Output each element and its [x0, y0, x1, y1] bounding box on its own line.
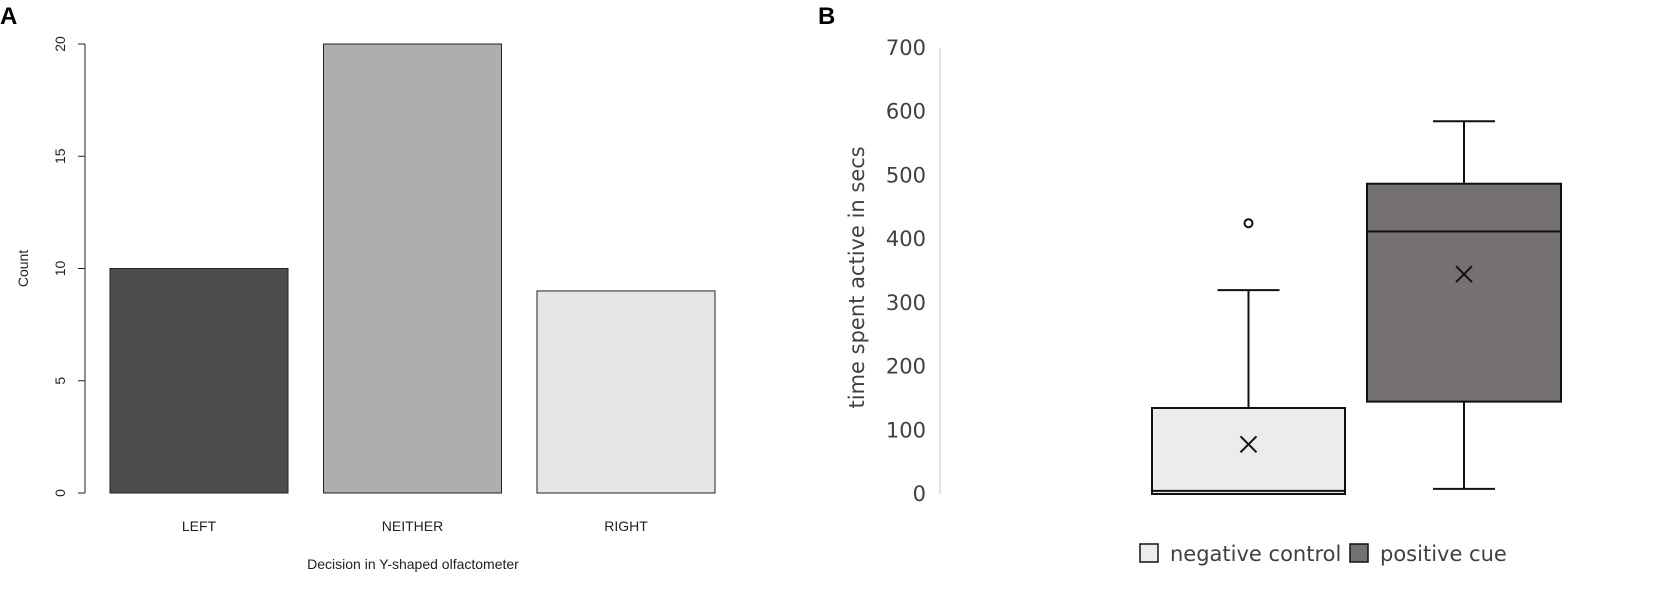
y-tick-label: 700: [886, 36, 926, 60]
y-tick-label: 20: [52, 36, 68, 52]
mean-marker-negative-control: [1239, 435, 1258, 454]
x-tick-label: RIGHT: [604, 518, 648, 534]
panel-a-letter: A: [0, 3, 18, 30]
y-tick-label: 400: [886, 227, 926, 251]
y-tick-label: 10: [52, 261, 68, 277]
y-tick-label: 0: [913, 482, 926, 506]
mean-marker-positive-cue: [1455, 265, 1473, 283]
x-tick-label: NEITHER: [382, 518, 443, 534]
box-positive-cue: [1366, 182, 1562, 403]
y-axis-label: Count: [15, 250, 31, 287]
y-tick-label: 300: [886, 291, 926, 315]
y-tick-label: 0: [52, 489, 68, 497]
panel-b-letter: B: [818, 3, 836, 30]
bar-neither: [323, 43, 502, 494]
x-tick-label: LEFT: [182, 518, 217, 534]
legend-swatch-positive-cue: [1349, 543, 1369, 563]
bar-left: [109, 268, 289, 494]
outlier-point-negative-control: [1243, 218, 1254, 229]
y-axis-label: time spent active in secs: [845, 146, 869, 408]
bar-right: [536, 290, 716, 494]
x-axis-label: Decision in Y-shaped olfactometer: [307, 556, 519, 572]
bar-chart-a: 0 5 10 15 20 Count LEFT NEITHER RIGHT Decision in…: [15, 36, 716, 572]
box-negative-control: [1151, 406, 1346, 495]
y-tick-label: 600: [886, 100, 926, 124]
legend-swatch-negative-control: [1139, 543, 1159, 563]
y-tick-label: 15: [52, 148, 68, 164]
legend-label-negative-control: negative control: [1170, 542, 1341, 566]
y-tick-label: 200: [886, 355, 926, 379]
y-tick-label: 100: [886, 418, 926, 442]
legend-label-positive-cue: positive cue: [1380, 542, 1507, 566]
y-tick-label: 5: [52, 377, 68, 385]
y-tick-label: 500: [886, 163, 926, 187]
